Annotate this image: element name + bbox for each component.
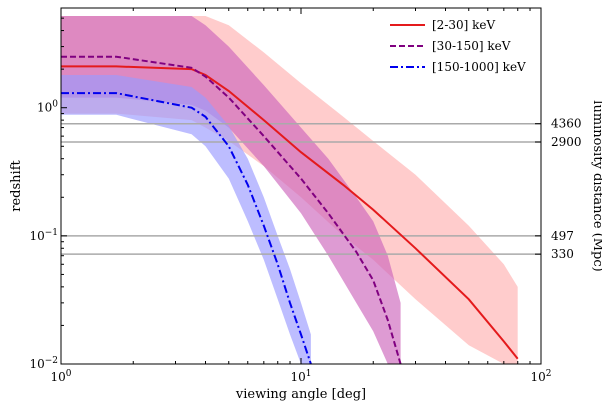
series-lines — [61, 55, 519, 364]
line-150-1000-kev — [61, 92, 312, 364]
line-2-30-kev — [61, 65, 519, 360]
axis-ticks — [60, 7, 542, 365]
x-tick-label: 100 — [50, 369, 71, 384]
x-tick-label: 102 — [530, 369, 551, 384]
band-30-150-kev — [61, 16, 401, 364]
line-30-150-kev — [61, 55, 402, 364]
axis-tick-labels: 100 101 102 10−2 10−1 100 4360 2900 497 330 — [29, 100, 581, 384]
legend-label: [2-30] keV — [432, 18, 496, 32]
legend-label: [150-1000] keV — [432, 60, 526, 74]
y2-tick-label: 2900 — [551, 135, 582, 149]
y-tick-label: 100 — [37, 100, 58, 115]
y2-tick-label: 4360 — [551, 117, 582, 131]
y-tick-label: 10−1 — [29, 228, 58, 243]
x-axis-label: viewing angle [deg] — [235, 387, 366, 402]
y-tick-label: 10−2 — [29, 356, 58, 371]
y-axis-label: redshift — [9, 159, 24, 211]
distance-reference-lines — [61, 122, 541, 255]
uncertainty-bands — [61, 16, 518, 364]
legend-label: [30-150] keV — [432, 39, 511, 53]
legend: [2-30] keV [30-150] keV [150-1000] keV — [390, 18, 526, 74]
y2-tick-label: 497 — [551, 229, 574, 243]
y2-axis-label: luminosity distance (Mpc) — [590, 100, 602, 271]
band-150-1000-kev — [61, 75, 311, 364]
x-tick-label: 101 — [290, 369, 311, 384]
y2-tick-label: 330 — [551, 247, 574, 261]
